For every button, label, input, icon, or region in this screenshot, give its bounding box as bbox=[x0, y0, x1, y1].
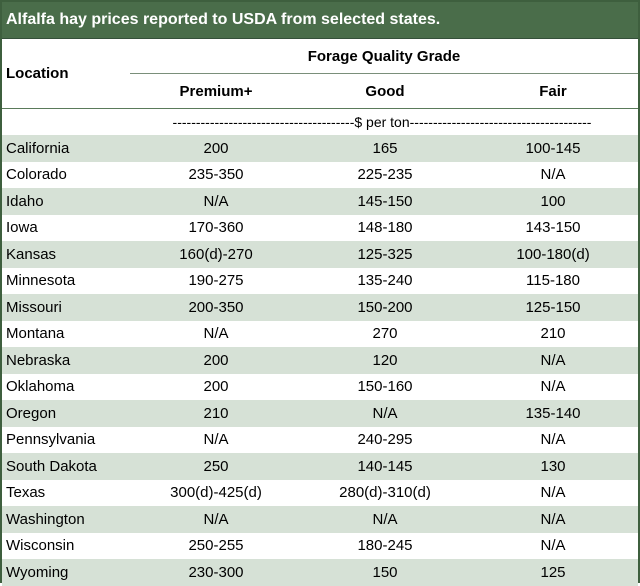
good-price-cell: 140-145 bbox=[302, 453, 468, 480]
fair-price-cell: 210 bbox=[468, 320, 639, 347]
table-row: Kansas 160(d)-270 125-325 100-180(d) bbox=[2, 241, 639, 268]
units-row: ---------------------------------------$… bbox=[2, 108, 639, 135]
location-cell: Montana bbox=[2, 320, 130, 347]
fair-price-cell: 100-180(d) bbox=[468, 241, 639, 268]
fair-price-cell: 125 bbox=[468, 559, 639, 586]
location-cell: Wyoming bbox=[2, 559, 130, 586]
fair-price-cell: N/A bbox=[468, 426, 639, 453]
table-row: Wyoming 230-300 150 125 bbox=[2, 559, 639, 586]
premium-price-cell: N/A bbox=[130, 320, 302, 347]
location-cell: Oregon bbox=[2, 400, 130, 427]
premium-price-cell: N/A bbox=[130, 506, 302, 533]
fair-price-cell: N/A bbox=[468, 506, 639, 533]
location-cell: Missouri bbox=[2, 294, 130, 321]
premium-price-cell: 200-350 bbox=[130, 294, 302, 321]
table-row: Minnesota 190-275 135-240 115-180 bbox=[2, 267, 639, 294]
forage-quality-grade-header: Forage Quality Grade bbox=[130, 39, 639, 74]
good-price-cell: 150-200 bbox=[302, 294, 468, 321]
location-cell: California bbox=[2, 135, 130, 162]
location-cell: Iowa bbox=[2, 214, 130, 241]
premium-column-header: Premium+ bbox=[179, 82, 253, 100]
fair-price-cell: 135-140 bbox=[468, 400, 639, 427]
table-row: Colorado 235-350 225-235 N/A bbox=[2, 161, 639, 188]
location-cell: Kansas bbox=[2, 241, 130, 268]
premium-price-cell: N/A bbox=[130, 426, 302, 453]
good-price-cell: 120 bbox=[302, 347, 468, 374]
table-row: Nebraska 200 120 N/A bbox=[2, 347, 639, 374]
location-cell: Nebraska bbox=[2, 347, 130, 374]
table-row: Idaho N/A 145-150 100 bbox=[2, 188, 639, 215]
fair-price-cell: N/A bbox=[468, 347, 639, 374]
table-row: South Dakota 250 140-145 130 bbox=[2, 453, 639, 480]
table-row: Pennsylvania N/A 240-295 N/A bbox=[2, 426, 639, 453]
fair-price-cell: N/A bbox=[468, 532, 639, 559]
table-title: Alfalfa hay prices reported to USDA from… bbox=[2, 2, 638, 39]
good-price-cell: 165 bbox=[302, 135, 468, 162]
good-price-cell: 145-150 bbox=[302, 188, 468, 215]
good-price-cell: 180-245 bbox=[302, 532, 468, 559]
units-label: ---------------------------------------$… bbox=[172, 114, 592, 130]
fair-price-cell: 100-145 bbox=[468, 135, 639, 162]
location-cell: Pennsylvania bbox=[2, 426, 130, 453]
location-cell: South Dakota bbox=[2, 453, 130, 480]
table-row: California 200 165 100-145 bbox=[2, 135, 639, 162]
good-price-cell: 148-180 bbox=[302, 214, 468, 241]
premium-price-cell: 250 bbox=[130, 453, 302, 480]
location-cell: Wisconsin bbox=[2, 532, 130, 559]
fair-price-cell: 115-180 bbox=[468, 267, 639, 294]
good-price-cell: 270 bbox=[302, 320, 468, 347]
good-price-cell: 150 bbox=[302, 559, 468, 586]
table-row: Montana N/A 270 210 bbox=[2, 320, 639, 347]
fair-price-cell: 100 bbox=[468, 188, 639, 215]
location-cell: Texas bbox=[2, 479, 130, 506]
good-price-cell: 150-160 bbox=[302, 373, 468, 400]
location-cell: Washington bbox=[2, 506, 130, 533]
premium-price-cell: 190-275 bbox=[130, 267, 302, 294]
premium-price-cell: 170-360 bbox=[130, 214, 302, 241]
table-row: Washington N/A N/A N/A bbox=[2, 506, 639, 533]
location-cell: Idaho bbox=[2, 188, 130, 215]
premium-price-cell: 235-350 bbox=[130, 161, 302, 188]
table-row: Missouri 200-350 150-200 125-150 bbox=[2, 294, 639, 321]
good-price-cell: 135-240 bbox=[302, 267, 468, 294]
good-price-cell: N/A bbox=[302, 400, 468, 427]
fair-price-cell: 125-150 bbox=[468, 294, 639, 321]
premium-price-cell: 200 bbox=[130, 373, 302, 400]
table-row: Wisconsin 250-255 180-245 N/A bbox=[2, 532, 639, 559]
table-body: California 200 165 100-145 Colorado 235-350 22… bbox=[2, 135, 639, 586]
location-column-header: Location bbox=[6, 65, 69, 82]
good-price-cell: 125-325 bbox=[302, 241, 468, 268]
premium-price-cell: 200 bbox=[130, 347, 302, 374]
table-row: Texas 300(d)-425(d) 280(d)-310(d) N/A bbox=[2, 479, 639, 506]
premium-price-cell: 160(d)-270 bbox=[130, 241, 302, 268]
premium-price-cell: N/A bbox=[130, 188, 302, 215]
table-row: Iowa 170-360 148-180 143-150 bbox=[2, 214, 639, 241]
premium-price-cell: 230-300 bbox=[130, 559, 302, 586]
premium-price-cell: 250-255 bbox=[130, 532, 302, 559]
location-cell: Colorado bbox=[2, 161, 130, 188]
premium-price-cell: 200 bbox=[130, 135, 302, 162]
fair-price-cell: 143-150 bbox=[468, 214, 639, 241]
good-price-cell: 240-295 bbox=[302, 426, 468, 453]
premium-price-cell: 300(d)-425(d) bbox=[130, 479, 302, 506]
fair-price-cell: N/A bbox=[468, 161, 639, 188]
location-cell: Oklahoma bbox=[2, 373, 130, 400]
fair-price-cell: N/A bbox=[468, 373, 639, 400]
fair-column-header: Fair bbox=[539, 82, 567, 100]
location-cell: Minnesota bbox=[2, 267, 130, 294]
table-row: Oklahoma 200 150-160 N/A bbox=[2, 373, 639, 400]
premium-price-cell: 210 bbox=[130, 400, 302, 427]
good-column-header: Good bbox=[365, 82, 405, 100]
good-price-cell: 225-235 bbox=[302, 161, 468, 188]
fair-price-cell: N/A bbox=[468, 479, 639, 506]
fair-price-cell: 130 bbox=[468, 453, 639, 480]
price-table: Location Forage Quality Grade Premium+ G… bbox=[2, 39, 639, 586]
good-price-cell: 280(d)-310(d) bbox=[302, 479, 468, 506]
table-row: Oregon 210 N/A 135-140 bbox=[2, 400, 639, 427]
good-price-cell: N/A bbox=[302, 506, 468, 533]
